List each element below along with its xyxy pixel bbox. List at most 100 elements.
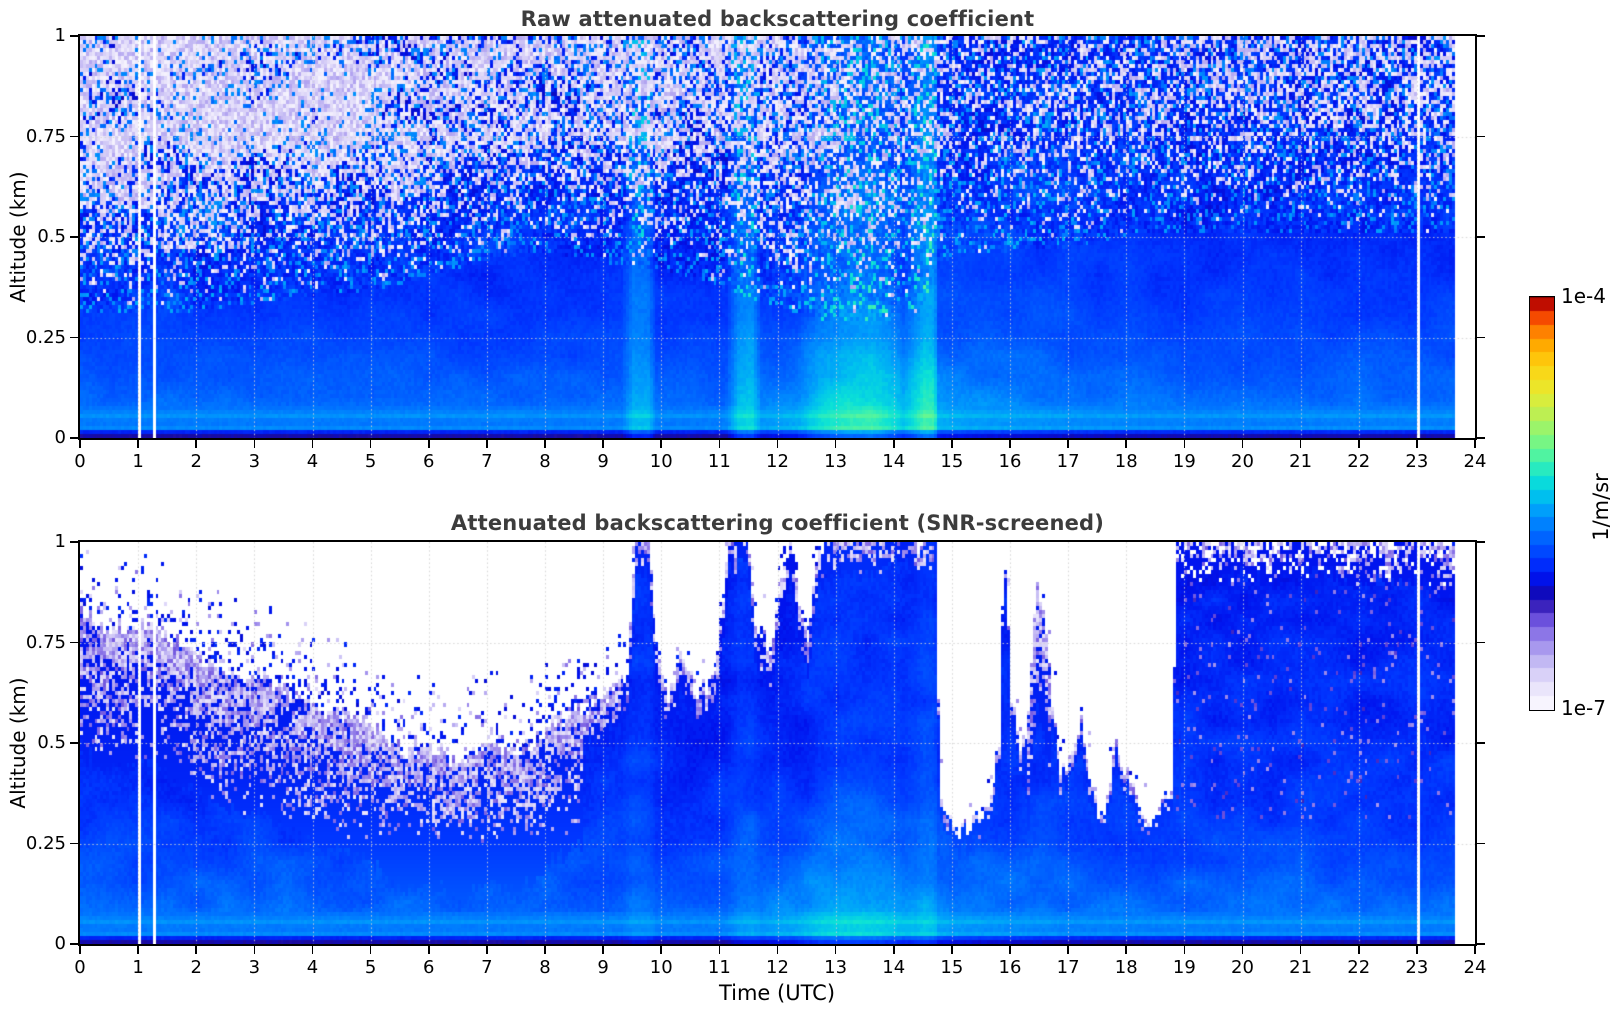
x-tick-label: 23 [1405, 451, 1429, 472]
y-tick-right [1477, 437, 1485, 439]
x-tick [951, 440, 953, 448]
x-tick-label: 4 [306, 957, 319, 978]
x-tick-label: 8 [539, 451, 551, 472]
y-tick [70, 336, 78, 339]
y-tick [70, 742, 78, 744]
panel2-heatmap [80, 542, 1475, 944]
x-tick [79, 440, 81, 448]
x-tick-label: 2 [190, 957, 202, 978]
x-tick [718, 440, 721, 448]
x-tick-label: 22 [1347, 451, 1371, 472]
y-tick [70, 135, 78, 138]
x-tick-label: 13 [824, 451, 848, 472]
x-tick-label: 3 [248, 957, 261, 978]
x-tick [253, 946, 256, 954]
y-tick-right [1477, 842, 1485, 845]
x-tick [602, 440, 604, 448]
x-tick-label: 14 [882, 957, 906, 978]
y-tick [70, 943, 78, 945]
x-tick [137, 946, 139, 954]
x-tick-label: 14 [882, 451, 906, 472]
x-tick [1357, 946, 1360, 954]
x-tick-label: 9 [597, 957, 609, 978]
x-tick-label: 6 [423, 957, 435, 978]
x-tick [1125, 440, 1128, 448]
y-tick [70, 641, 78, 644]
x-tick [1416, 440, 1418, 448]
x-tick-label: 5 [364, 957, 377, 978]
x-tick [1299, 440, 1302, 448]
y-tick-label: 0.75 [25, 631, 66, 653]
x-tick [1241, 946, 1244, 954]
x-tick [660, 946, 663, 954]
x-tick-label: 12 [766, 451, 789, 472]
colorbar-min-label: 1e-7 [1561, 696, 1606, 720]
y-tick-right [1477, 541, 1485, 543]
x-tick [1067, 946, 1069, 954]
x-tick-label: 8 [539, 957, 551, 978]
x-tick-label: 9 [597, 451, 609, 472]
x-tick-label: 21 [1289, 451, 1313, 472]
x-tick [776, 440, 779, 448]
x-tick [1067, 440, 1069, 448]
y-tick [70, 437, 78, 439]
x-tick-label: 3 [248, 451, 261, 472]
x-tick-label: 4 [306, 451, 319, 472]
x-tick-label: 16 [998, 957, 1022, 978]
x-tick [369, 440, 372, 448]
x-tick [1357, 440, 1360, 448]
x-tick-label: 1 [132, 957, 144, 978]
x-tick [195, 440, 198, 448]
x-tick [1474, 946, 1476, 954]
x-tick-label: 7 [481, 451, 493, 472]
y-tick [70, 541, 78, 543]
x-tick-label: 19 [1172, 957, 1196, 978]
x-tick-label: 20 [1231, 451, 1254, 472]
x-tick [137, 440, 139, 448]
colorbar-max-label: 1e-4 [1561, 284, 1606, 308]
y-tick-right [1477, 35, 1485, 37]
x-tick [427, 440, 430, 448]
y-tick [70, 842, 78, 845]
x-tick [1183, 440, 1186, 448]
x-tick [1474, 440, 1476, 448]
x-tick [427, 946, 430, 954]
x-tick [834, 946, 837, 954]
colorbar-unit-label: 1/m/sr [1589, 473, 1613, 541]
x-tick [544, 440, 546, 448]
x-tick [1125, 946, 1128, 954]
x-tick-label: 0 [74, 451, 86, 472]
x-tick-label: 17 [1056, 451, 1080, 472]
x-tick-label: 17 [1056, 957, 1080, 978]
panel2-title: Attenuated backscattering coefficient (S… [450, 511, 1105, 535]
x-tick [544, 946, 546, 954]
y-tick-label: 0.25 [25, 326, 66, 348]
x-tick-label: 24 [1463, 957, 1487, 978]
x-tick [195, 946, 198, 954]
y-tick-label: 0.25 [25, 832, 66, 854]
x-tick-label: 2 [190, 451, 202, 472]
colorbar [1529, 296, 1555, 711]
x-tick-label: 15 [940, 957, 964, 978]
x-tick-label: 1 [132, 451, 144, 472]
y-tick-label: 1 [54, 531, 66, 552]
x-tick-label: 12 [766, 957, 789, 978]
y-tick-label: 0.5 [37, 732, 66, 753]
x-tick [1009, 946, 1011, 954]
x-tick-label: 21 [1289, 957, 1313, 978]
x-tick [602, 946, 604, 954]
x-tick-label: 22 [1347, 957, 1371, 978]
x-tick-label: 6 [423, 451, 435, 472]
x-tick [311, 440, 314, 448]
x-tick-label: 16 [998, 451, 1022, 472]
panel1-heatmap [80, 36, 1475, 438]
x-tick-label: 10 [649, 957, 673, 978]
y-tick-right [1477, 943, 1485, 945]
x-tick [486, 440, 488, 448]
y-tick-right [1477, 336, 1485, 339]
y-tick [70, 236, 78, 238]
x-tick [1416, 946, 1418, 954]
y-tick-right [1477, 742, 1485, 744]
y-tick-label: 1 [54, 25, 66, 46]
x-tick-label: 13 [824, 957, 848, 978]
